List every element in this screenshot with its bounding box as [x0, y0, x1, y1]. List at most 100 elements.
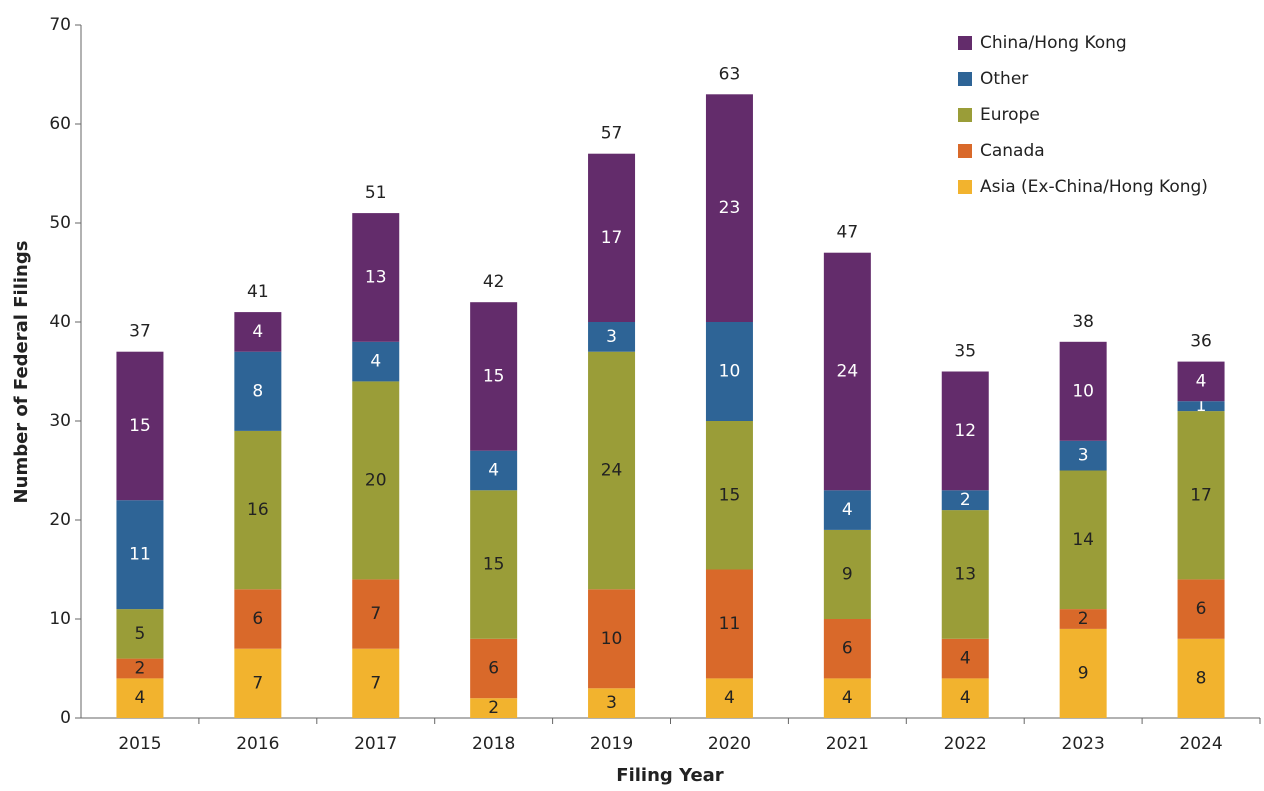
y-tick-label: 40 [49, 312, 71, 332]
bar-segment [588, 589, 636, 689]
data-label: 4 [252, 322, 263, 342]
bar-segment [1177, 579, 1225, 639]
bar-segment [1177, 638, 1225, 718]
total-label: 63 [719, 64, 741, 84]
y-tick-label: 30 [49, 411, 71, 431]
legend-swatch [958, 108, 972, 122]
y-axis-title: Number of Federal Filings [11, 241, 32, 504]
bar-segment [116, 678, 164, 718]
data-label: 3 [606, 693, 617, 713]
total-label: 36 [1190, 332, 1212, 352]
data-label: 7 [370, 673, 381, 693]
data-label: 8 [1196, 668, 1207, 688]
legend-swatch [958, 72, 972, 86]
data-label: 17 [601, 228, 623, 248]
data-label: 20 [365, 470, 387, 490]
data-label: 15 [483, 555, 505, 575]
bar-segment [234, 589, 282, 649]
bar-segment [1177, 411, 1225, 580]
data-label: 15 [129, 416, 151, 436]
bar-segment [116, 351, 164, 501]
data-label: 15 [719, 485, 741, 505]
bar-segment [941, 510, 989, 639]
bar-segment [941, 638, 989, 679]
bar-segment [588, 688, 636, 718]
bar-segment [116, 500, 164, 610]
y-tick-label: 10 [49, 609, 71, 629]
data-label: 10 [601, 629, 623, 649]
total-label: 42 [483, 272, 505, 292]
bar-segment [352, 381, 400, 580]
total-label: 35 [954, 342, 976, 362]
legend-label: Europe [980, 105, 1040, 125]
x-tick-label: 2019 [590, 734, 633, 754]
bar-segment [588, 322, 636, 352]
y-tick-label: 0 [60, 708, 71, 728]
bar-segment [352, 341, 400, 382]
data-label: 1 [1196, 396, 1207, 416]
data-label: 2 [488, 698, 499, 718]
bar-segment [705, 322, 753, 421]
data-label: 4 [842, 688, 853, 708]
data-label: 6 [488, 659, 499, 679]
data-label: 4 [1196, 371, 1207, 391]
y-tick-label: 70 [49, 15, 71, 35]
bar-segment [823, 490, 871, 530]
data-label: 4 [960, 688, 971, 708]
legend-label: Canada [980, 141, 1045, 161]
bar-segment [823, 619, 871, 679]
bar-segment [470, 638, 518, 699]
bar-segment [823, 529, 871, 619]
data-label: 4 [370, 352, 381, 372]
bar-segment [470, 698, 518, 718]
total-label: 51 [365, 183, 387, 203]
bar-segment [941, 490, 989, 511]
x-tick-label: 2015 [118, 734, 161, 754]
bar-segment [705, 678, 753, 718]
bar-segment [470, 490, 518, 639]
data-label: 3 [606, 327, 617, 347]
data-label: 4 [960, 649, 971, 669]
bar-segment [1177, 401, 1225, 412]
total-label: 57 [601, 124, 623, 144]
data-label: 14 [1072, 530, 1094, 550]
total-label: 47 [837, 223, 859, 243]
bar-segment [823, 678, 871, 718]
bar-segment [588, 153, 636, 322]
x-tick-label: 2023 [1062, 734, 1105, 754]
bar-segment [1059, 470, 1107, 610]
data-label: 11 [719, 614, 741, 634]
data-label: 4 [724, 688, 735, 708]
data-label: 16 [247, 500, 269, 520]
y-tick-label: 50 [49, 213, 71, 233]
bar-segment [116, 609, 164, 659]
bar-segment [705, 421, 753, 570]
y-tick-label: 60 [49, 114, 71, 134]
bar-segment [1059, 440, 1107, 471]
total-label: 37 [129, 322, 151, 342]
data-label: 4 [488, 461, 499, 481]
total-label: 38 [1072, 312, 1094, 332]
data-label: 2 [1078, 609, 1089, 629]
data-label: 17 [1190, 485, 1212, 505]
data-label: 12 [954, 421, 976, 441]
bar-segment [705, 569, 753, 679]
data-label: 13 [365, 267, 387, 287]
data-label: 4 [135, 688, 146, 708]
bar-segment [1059, 341, 1107, 441]
data-label: 6 [252, 609, 263, 629]
bar-segment [705, 94, 753, 322]
x-tick-label: 2022 [944, 734, 987, 754]
data-label: 6 [842, 639, 853, 659]
data-label: 6 [1196, 599, 1207, 619]
x-tick-label: 2016 [236, 734, 279, 754]
legend-swatch [958, 36, 972, 50]
x-tick-label: 2017 [354, 734, 397, 754]
x-tick-label: 2024 [1179, 734, 1222, 754]
data-label: 3 [1078, 446, 1089, 466]
data-label: 4 [842, 500, 853, 520]
bar-segment [234, 648, 282, 718]
x-tick-label: 2021 [826, 734, 869, 754]
